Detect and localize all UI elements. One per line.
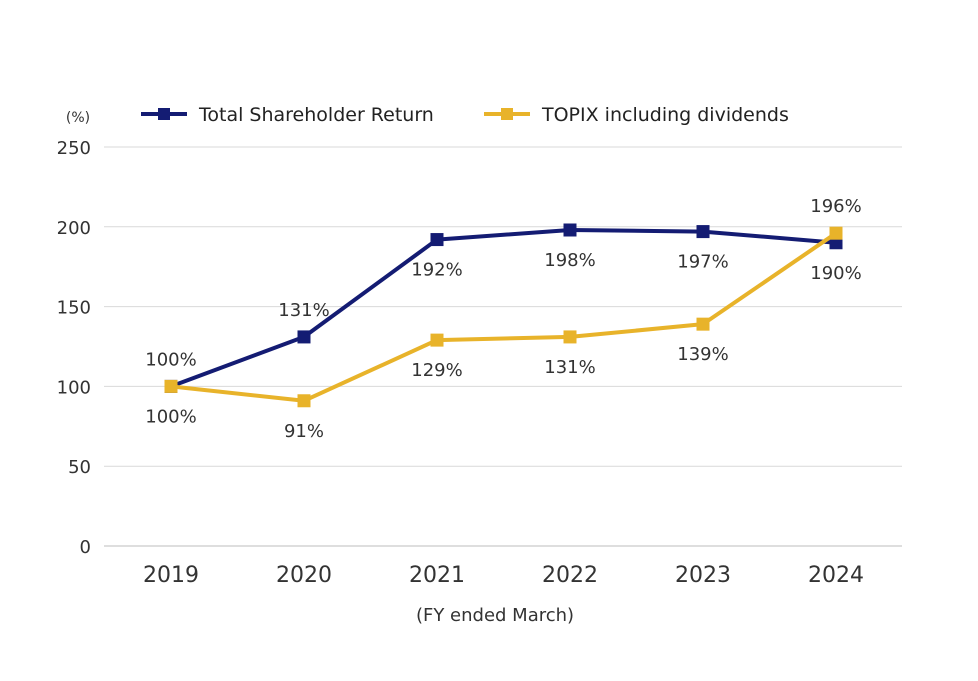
legend-marker-topix <box>501 108 513 120</box>
x-axis-title: (FY ended March) <box>416 605 574 626</box>
y-tick-label-0: 0 <box>80 537 91 558</box>
data-point-1-2024 <box>829 226 843 240</box>
data-point-1-2023 <box>696 317 710 331</box>
x-tick-label-2022: 2022 <box>542 563 598 588</box>
y-axis-ticks: 0 50 100 150 200 250 <box>57 138 91 558</box>
legend-item-topix: TOPIX including dividends <box>484 104 789 126</box>
data-label-1-2019: 100% <box>145 406 196 427</box>
legend-label-topix: TOPIX including dividends <box>541 104 789 126</box>
data-label-0-2023: 197% <box>677 252 728 273</box>
data-label-1-2021: 129% <box>411 360 462 381</box>
y-tick-label-200: 200 <box>57 218 91 239</box>
data-labels: 100% 131% 192% 198% 197% 190% 100% 91% 129% 131% 1… <box>145 196 861 442</box>
data-label-1-2020: 91% <box>284 421 324 442</box>
y-tick-label-50: 50 <box>68 457 91 478</box>
data-point-0-2021 <box>430 233 444 247</box>
data-label-0-2020: 131% <box>278 300 329 321</box>
data-label-1-2024: 196% <box>810 196 861 217</box>
data-point-0-2023 <box>696 225 710 239</box>
y-tick-label-250: 250 <box>57 138 91 159</box>
data-point-0-2020 <box>297 330 311 344</box>
series-0 <box>164 223 843 393</box>
data-point-1-2021 <box>430 333 444 347</box>
series-1 <box>164 226 843 408</box>
data-label-0-2019: 100% <box>145 349 196 370</box>
y-tick-label-150: 150 <box>57 298 91 319</box>
x-tick-label-2023: 2023 <box>675 563 731 588</box>
data-label-0-2022: 198% <box>544 250 595 271</box>
series-line-0 <box>170 227 837 389</box>
x-axis-ticks: 2019 2020 2021 2022 2023 2024 <box>143 563 864 588</box>
data-point-0-2022 <box>563 223 577 237</box>
x-tick-label-2024: 2024 <box>808 563 864 588</box>
data-point-1-2019 <box>164 379 178 393</box>
y-tick-label-100: 100 <box>57 377 91 398</box>
x-tick-label-2019: 2019 <box>143 563 199 588</box>
data-point-1-2022 <box>563 330 577 344</box>
x-tick-label-2021: 2021 <box>409 563 465 588</box>
series-line-1 <box>170 231 838 403</box>
data-label-0-2024: 190% <box>810 263 861 284</box>
legend-marker-tsr <box>158 108 170 120</box>
data-point-1-2020 <box>297 394 311 408</box>
data-label-1-2022: 131% <box>544 357 595 378</box>
legend-label-tsr: Total Shareholder Return <box>198 104 434 126</box>
legend: Total Shareholder Return TOPIX including… <box>141 104 789 126</box>
y-axis-unit-label: (%) <box>66 110 90 126</box>
series-lines <box>164 223 843 408</box>
legend-item-tsr: Total Shareholder Return <box>141 104 434 126</box>
x-tick-label-2020: 2020 <box>276 563 332 588</box>
data-label-1-2023: 139% <box>677 344 728 365</box>
gridlines <box>104 146 902 547</box>
data-label-0-2021: 192% <box>411 260 462 281</box>
